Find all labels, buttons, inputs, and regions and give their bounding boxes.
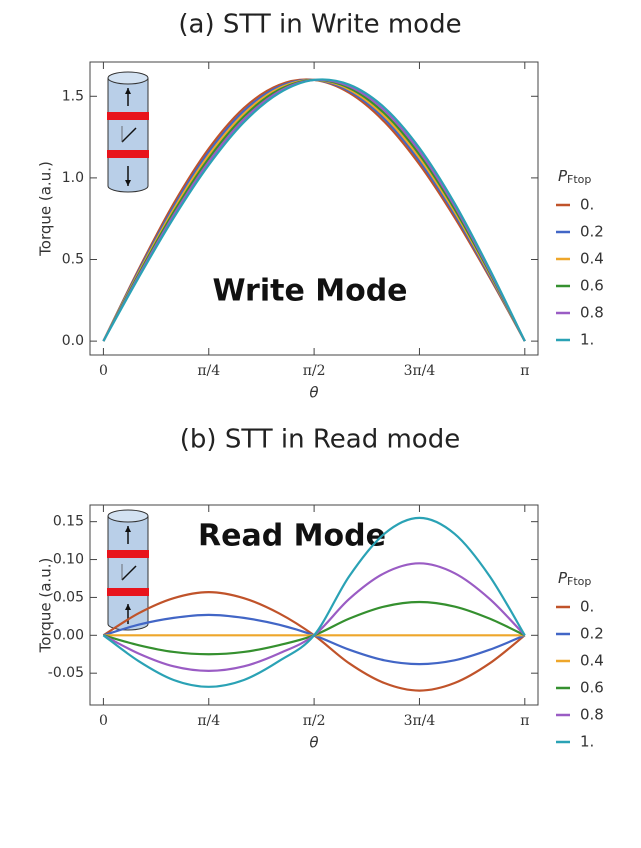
annotation: Write Mode <box>212 274 407 309</box>
y-tick-label: 1.0 <box>62 170 84 186</box>
legend-title-sub: Ftop <box>567 173 591 186</box>
x-tick-label: 0 <box>99 363 108 379</box>
y-tick-label: 0.05 <box>53 589 84 605</box>
legend-title-main: P <box>558 569 568 587</box>
cylinder-top <box>107 509 149 523</box>
legend-label: 0.8 <box>580 706 604 724</box>
y-tick-label: 0.0 <box>62 333 84 349</box>
legend-label: 0.2 <box>580 223 604 241</box>
legend-label: 1. <box>580 331 594 349</box>
line-series <box>102 78 526 342</box>
legend-label: 0. <box>580 196 594 214</box>
annotation: Read Mode <box>198 519 386 554</box>
legend-label: 0. <box>580 598 594 616</box>
line-series <box>103 613 526 666</box>
plot-frame <box>89 61 539 356</box>
legend-label: 0.4 <box>580 250 604 268</box>
y-tick-label: 1.5 <box>62 88 84 104</box>
legend-title-main: P <box>558 167 568 185</box>
legend-title: PFtop <box>558 167 591 187</box>
icon-arrow <box>121 127 137 143</box>
icon-arrowhead <box>125 526 131 532</box>
chart-title: (a) STT in Write mode <box>178 10 461 40</box>
x-tick-label: 0 <box>99 713 108 729</box>
y-axis-label: Torque (a.u.) <box>37 161 55 257</box>
line-series <box>102 516 526 688</box>
legend-title: PFtop <box>558 569 591 589</box>
y-tick-label: 0.00 <box>53 627 84 643</box>
inset-icon <box>107 71 149 193</box>
cylinder-top <box>107 71 149 85</box>
icon-arrow <box>121 565 137 581</box>
x-tick-label: π/2 <box>303 363 326 379</box>
x-tick-label: π/2 <box>303 713 326 729</box>
y-tick-label: 0.5 <box>62 252 84 268</box>
cylinder-layer <box>107 150 149 158</box>
cylinder-layer <box>107 112 149 120</box>
chart-title: (b) STT in Read mode <box>180 425 460 455</box>
legend-label: 1. <box>580 733 594 751</box>
line-series <box>103 600 526 656</box>
legend-label: 0.2 <box>580 625 604 643</box>
line-series <box>102 562 526 673</box>
x-tick-label: 3π/4 <box>404 713 436 729</box>
y-tick-label: -0.05 <box>48 665 84 681</box>
legend-label: 0.6 <box>580 277 604 295</box>
cylinder-layer <box>107 588 149 596</box>
icon-arrowhead <box>125 180 131 186</box>
cylinder-layer <box>107 550 149 558</box>
icon-arrowhead <box>125 604 131 610</box>
icon-arrowhead <box>125 88 131 94</box>
legend-label: 0.4 <box>580 652 604 670</box>
y-tick-label: 0.10 <box>53 552 84 568</box>
legend-title-sub: Ftop <box>567 575 591 588</box>
x-tick-label: 3π/4 <box>404 363 436 379</box>
legend-label: 0.8 <box>580 304 604 322</box>
x-axis-label: θ <box>309 734 318 752</box>
x-tick-label: π/4 <box>197 713 220 729</box>
y-tick-label: 0.15 <box>53 514 84 530</box>
x-axis-label: θ <box>309 384 318 402</box>
y-axis-label: Torque (a.u.) <box>37 558 55 654</box>
x-tick-label: π <box>520 363 529 379</box>
x-tick-label: π <box>520 713 529 729</box>
legend-label: 0.6 <box>580 679 604 697</box>
x-tick-label: π/4 <box>197 363 220 379</box>
